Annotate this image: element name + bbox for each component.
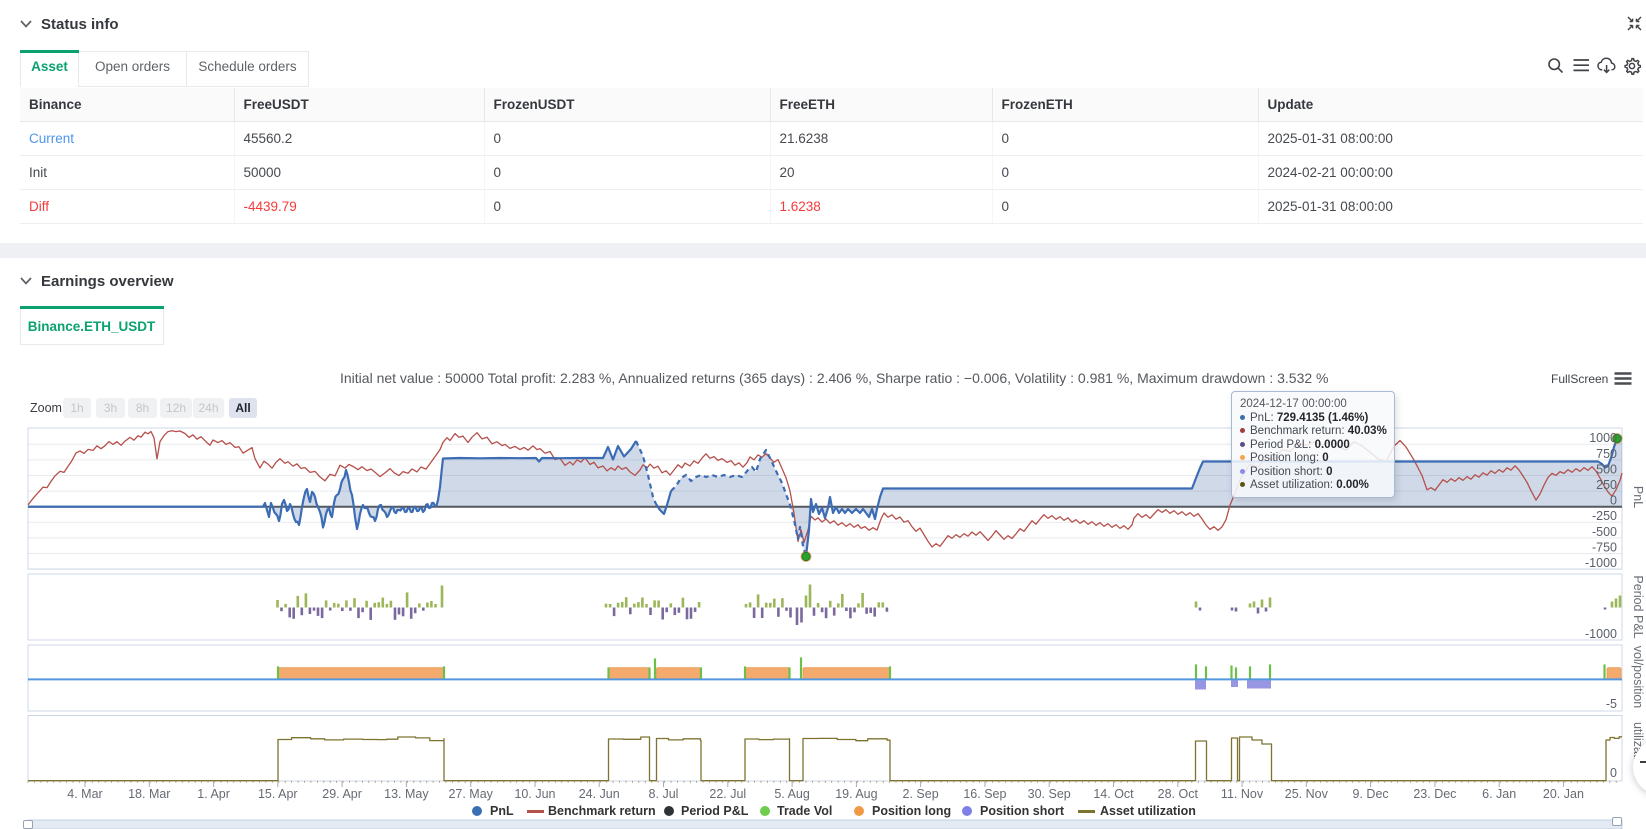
svg-text:27. May: 27. May [448,787,493,801]
svg-text:28. Oct: 28. Oct [1158,787,1199,801]
svg-text:25. Nov: 25. Nov [1285,787,1329,801]
svg-text:-750: -750 [1592,540,1617,554]
svg-text:19. Aug: 19. Aug [835,787,877,801]
svg-text:20. Jan: 20. Jan [1543,787,1584,801]
svg-text:1000: 1000 [1589,431,1617,445]
svg-text:4. Mar: 4. Mar [67,787,102,801]
svg-text:-1000: -1000 [1585,556,1617,570]
svg-text:1. Apr: 1. Apr [197,787,230,801]
svg-text:PnL: PnL [1631,486,1645,508]
svg-text:14. Oct: 14. Oct [1093,787,1134,801]
svg-text:15. Apr: 15. Apr [258,787,298,801]
svg-text:24. Jun: 24. Jun [579,787,620,801]
svg-text:23. Dec: 23. Dec [1413,787,1456,801]
svg-text:5. Aug: 5. Aug [774,787,809,801]
svg-text:11. Nov: 11. Nov [1221,787,1264,801]
svg-text:2. Sep: 2. Sep [903,787,939,801]
svg-text:6. Jan: 6. Jan [1482,787,1516,801]
svg-text:13. May: 13. May [384,787,429,801]
svg-text:250: 250 [1596,478,1617,492]
svg-text:-250: -250 [1592,509,1617,523]
svg-text:500: 500 [1596,462,1617,476]
svg-text:18. Mar: 18. Mar [128,787,170,801]
svg-text:750: 750 [1596,447,1617,461]
svg-text:0: 0 [1610,766,1617,780]
svg-text:30. Sep: 30. Sep [1028,787,1071,801]
svg-text:-1000: -1000 [1585,627,1617,641]
svg-text:9. Dec: 9. Dec [1353,787,1389,801]
svg-text:-5: -5 [1606,697,1617,711]
svg-text:29. Apr: 29. Apr [322,787,362,801]
svg-text:vol/position: vol/position [1631,646,1645,709]
svg-text:0: 0 [1610,494,1617,508]
svg-text:-500: -500 [1592,525,1617,539]
svg-text:Period P&L: Period P&L [1631,575,1645,638]
svg-text:8. Jul: 8. Jul [649,787,679,801]
svg-text:16. Sep: 16. Sep [963,787,1006,801]
svg-text:22. Jul: 22. Jul [709,787,746,801]
svg-text:10. Jun: 10. Jun [514,787,555,801]
